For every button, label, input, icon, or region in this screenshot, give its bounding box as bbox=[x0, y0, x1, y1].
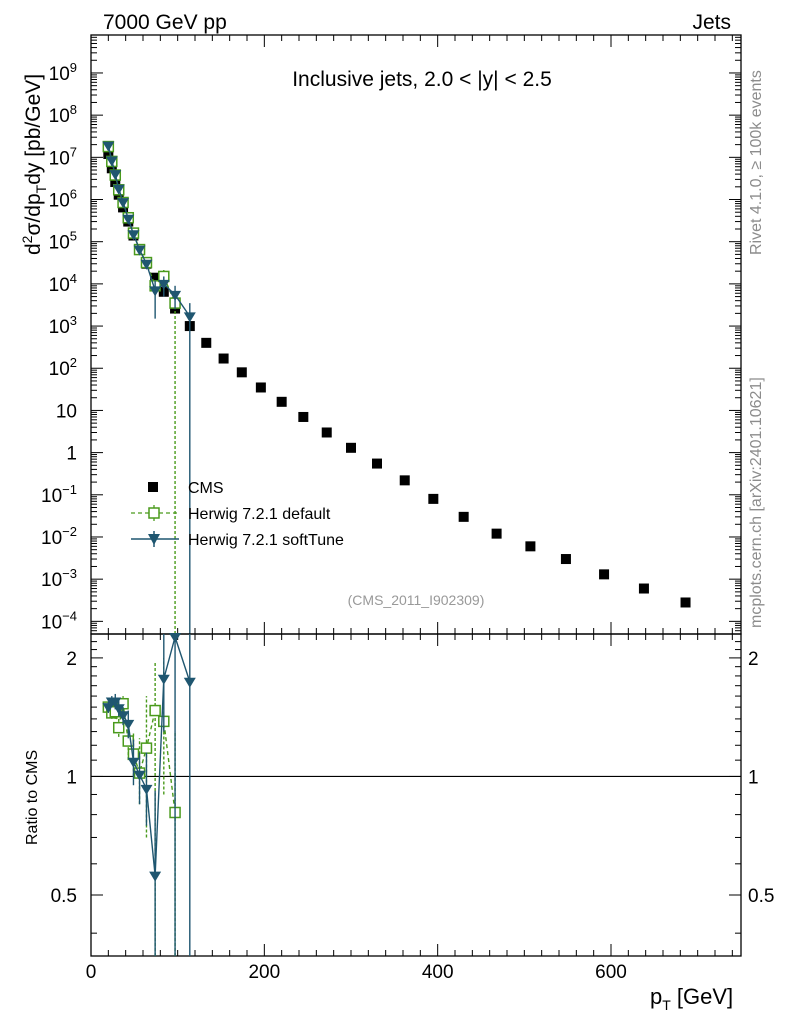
ratio-softtune-point bbox=[140, 784, 153, 795]
main-y-axis-title: d2σ/dpTdy [pb/GeV] bbox=[19, 74, 49, 255]
softtune-point bbox=[109, 170, 122, 181]
softtune-point bbox=[112, 184, 125, 195]
y-tick-label: 10−1 bbox=[41, 482, 77, 507]
softtune-point bbox=[105, 156, 118, 167]
x-tick-label: 200 bbox=[248, 962, 280, 983]
cms-point bbox=[346, 442, 356, 453]
legend-cms-label: CMS bbox=[188, 480, 224, 497]
ratio-y-axis-title: Ratio to CMS bbox=[24, 750, 41, 845]
mcplots-label: mcplots.cern.ch [arXiv:2401.10621] bbox=[748, 377, 765, 628]
analysis-tag: (CMS_2011_I902309) bbox=[348, 592, 485, 608]
ratio-panel: 0 200 400 600 0.5 0.5 1 1 2 2 bbox=[51, 633, 774, 983]
ratio-default-point bbox=[112, 721, 125, 734]
y-tick-label: 10−4 bbox=[41, 608, 77, 633]
ratio-softtune-point bbox=[149, 871, 162, 882]
ratio-softtune-point bbox=[117, 711, 130, 722]
y-tick-label: 10−2 bbox=[41, 524, 77, 549]
x-tick-label: 600 bbox=[595, 962, 627, 983]
cms-point bbox=[680, 597, 691, 608]
cms-point bbox=[491, 528, 502, 539]
x-axis-title: pT [GeV] bbox=[650, 984, 733, 1013]
cms-point bbox=[599, 569, 610, 580]
ratio-softtune-point bbox=[122, 719, 135, 730]
cms-point bbox=[638, 583, 649, 594]
softtune-point bbox=[133, 245, 146, 256]
cms-point bbox=[276, 396, 287, 407]
y-tick-label: 109 bbox=[49, 60, 77, 85]
legend-softtune-label: Herwig 7.2.1 softTune bbox=[188, 532, 344, 549]
softtune-point bbox=[140, 259, 153, 270]
cms-point bbox=[255, 382, 266, 393]
y-tick-label: 10−3 bbox=[41, 566, 77, 591]
cms-point bbox=[106, 163, 117, 174]
ratio-softtune-point bbox=[127, 757, 140, 768]
softtune-point bbox=[149, 286, 162, 297]
ratio-y-tick-label: 1 bbox=[66, 767, 77, 788]
y-tick-label: 104 bbox=[49, 271, 77, 296]
ratio-y-tick-label-right: 2 bbox=[748, 649, 759, 670]
header-right: Jets bbox=[692, 11, 731, 34]
softtune-point bbox=[122, 214, 135, 225]
x-tick-label: 0 bbox=[86, 962, 97, 983]
softtune-point bbox=[127, 230, 140, 241]
cms-point bbox=[298, 411, 309, 422]
ratio-y-tick-label: 2 bbox=[66, 649, 77, 670]
main-panel: 10910810710610510410310210110−110−210−31… bbox=[41, 34, 742, 635]
cms-point bbox=[458, 511, 469, 522]
chart-title: Inclusive jets, 2.0 < |y| < 2.5 bbox=[292, 68, 552, 91]
softtune-point bbox=[157, 279, 170, 290]
cms-point bbox=[110, 177, 121, 188]
header-left: 7000 GeV pp bbox=[103, 11, 227, 34]
legend-default-label: Herwig 7.2.1 default bbox=[188, 506, 331, 523]
cms-point bbox=[399, 475, 410, 486]
ratio-default-point bbox=[149, 704, 161, 717]
x-tick-label: 400 bbox=[422, 962, 454, 983]
y-tick-label: 107 bbox=[49, 144, 77, 169]
legend-softtune-marker bbox=[148, 534, 160, 545]
cms-point bbox=[150, 272, 161, 283]
softtune-point bbox=[117, 198, 130, 209]
ratio-y-tick-label-right: 1 bbox=[748, 767, 759, 788]
cms-point bbox=[321, 427, 332, 438]
ratio-softtune-point bbox=[183, 677, 196, 688]
legend-default-marker bbox=[148, 507, 160, 519]
cms-point bbox=[560, 554, 571, 565]
ratio-y-tick-label-right: 0.5 bbox=[748, 886, 774, 907]
ratio-frame bbox=[90, 633, 742, 957]
y-tick-label: 10 bbox=[56, 401, 77, 422]
cms-point bbox=[428, 493, 439, 504]
y-tick-label: 106 bbox=[49, 187, 77, 212]
softtune-point bbox=[169, 290, 182, 301]
y-tick-label: 102 bbox=[49, 355, 77, 380]
ratio-softtune-point bbox=[112, 704, 125, 715]
cms-point bbox=[236, 367, 247, 378]
cms-point bbox=[201, 337, 212, 348]
ratio-softtune-point bbox=[157, 674, 170, 685]
softtune-point bbox=[102, 141, 115, 152]
cms-point bbox=[103, 148, 114, 159]
ratio-softtune-point bbox=[169, 633, 182, 644]
softtune-point bbox=[183, 312, 196, 323]
y-tick-label: 105 bbox=[49, 229, 77, 254]
ratio-softtune-line bbox=[107, 634, 191, 876]
cms-point bbox=[525, 541, 536, 552]
ratio-default-point bbox=[140, 742, 153, 754]
cms-point bbox=[218, 353, 229, 364]
ratio-softtune-point bbox=[133, 770, 146, 781]
rivet-label: Rivet 4.1.0, ≥ 100k events bbox=[748, 70, 765, 255]
ratio-y-tick-label: 0.5 bbox=[51, 886, 77, 907]
legend-cms-marker bbox=[148, 482, 158, 492]
y-tick-label: 103 bbox=[49, 313, 77, 338]
cms-point bbox=[372, 458, 382, 469]
y-tick-label: 1 bbox=[66, 444, 77, 465]
legend: CMS Herwig 7.2.1 default Herwig 7.2.1 so… bbox=[131, 480, 344, 549]
ratio-softtune-point bbox=[109, 697, 122, 708]
y-tick-label: 108 bbox=[49, 102, 77, 127]
